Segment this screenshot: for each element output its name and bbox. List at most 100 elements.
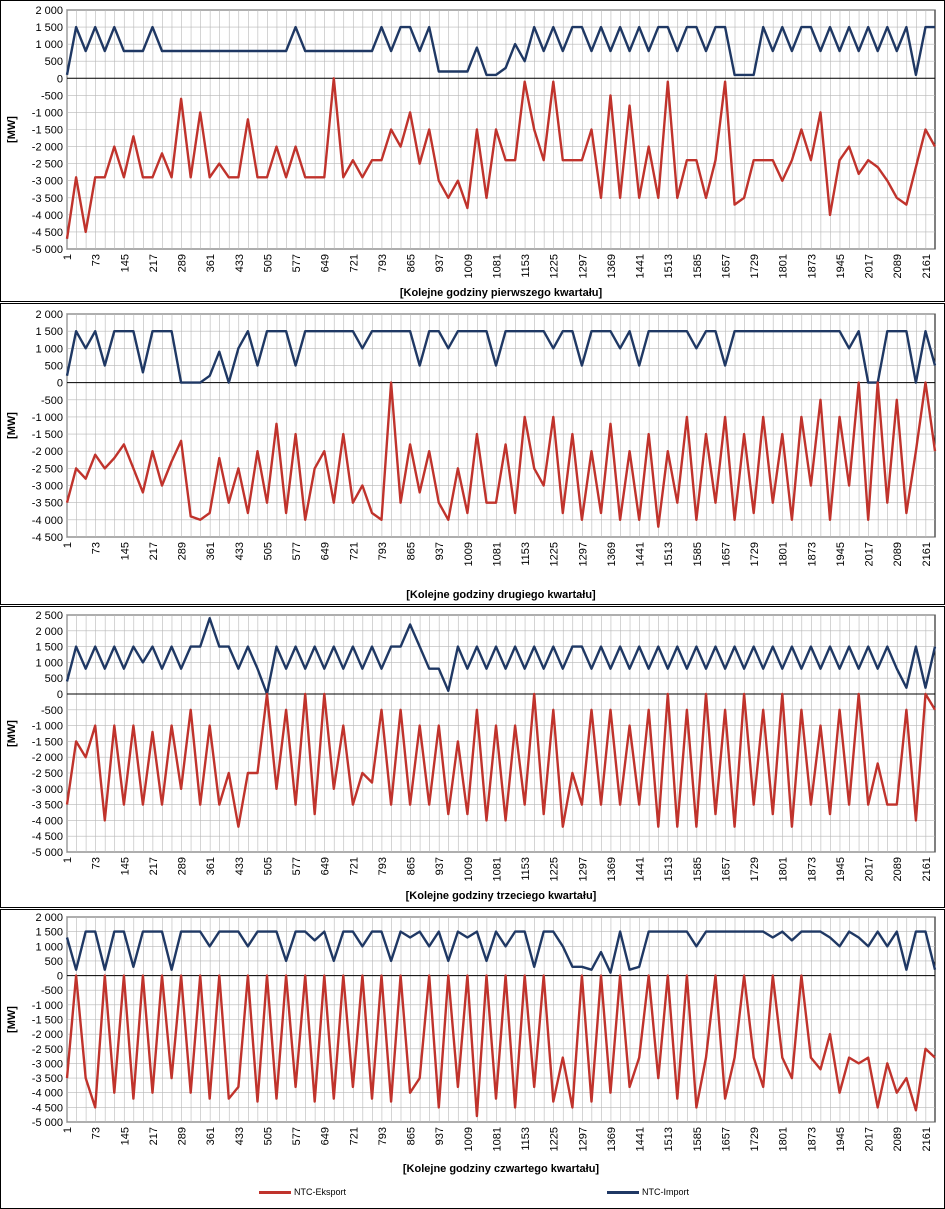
x-tick-label: 1657 (720, 254, 732, 278)
x-tick-label: 1081 (491, 1127, 503, 1151)
y-axis-label: [MW] (6, 1006, 18, 1033)
x-tick-label: 1009 (463, 857, 475, 881)
y-tick-label: -3 500 (32, 1073, 63, 1085)
chart-q1: 2 000 1 500 1 000 500 0 -500 -1 000 -1 500 -2 00… (6, 5, 937, 299)
x-tick-label: 289 (177, 857, 189, 875)
y-tick-label: 1 500 (35, 22, 63, 34)
y-tick-label: -500 (41, 985, 63, 997)
x-tick-label: 1657 (720, 1127, 732, 1151)
x-tick-label: 649 (320, 254, 332, 272)
x-tick-label: 217 (148, 254, 160, 272)
grid-lines (66, 614, 935, 853)
x-tick-label: 937 (434, 542, 446, 560)
y-tick-label: 500 (45, 56, 63, 68)
chart-panel-q2: 2 000 1 500 1 000 500 0 -500 -1 000 -1 500 -2 00… (0, 303, 945, 605)
x-tick-label: 361 (205, 1127, 217, 1145)
x-tick-label: 1369 (606, 1127, 618, 1151)
y-tick-label: -500 (41, 705, 63, 717)
y-tick-label: -1 500 (32, 429, 63, 441)
x-tick-label: 145 (119, 1127, 131, 1145)
legend-item-import: NTC-Import (607, 1185, 689, 1199)
x-tick-label: 433 (234, 542, 246, 560)
x-tick-label: 577 (291, 542, 303, 560)
x-tick-label: 721 (348, 1127, 360, 1145)
y-tick-label: -4 500 (32, 1102, 63, 1114)
x-tick-label: 505 (262, 1127, 274, 1145)
x-tick-label: 1729 (749, 857, 761, 881)
x-tick-label: 1297 (577, 857, 589, 881)
x-tick-label: 937 (434, 1127, 446, 1145)
y-tick-label: -2 000 (32, 142, 63, 154)
y-tick-label: 2 000 (35, 626, 63, 638)
x-tick-label: 73 (91, 542, 103, 554)
x-tick-label: 1297 (577, 1127, 589, 1151)
y-tick-label: -4 000 (32, 515, 63, 527)
x-tick-label: 1225 (549, 857, 561, 881)
x-tick-label: 2017 (864, 1127, 876, 1151)
x-tick-label: 73 (91, 1127, 103, 1139)
legend-swatch-eksport (259, 1190, 291, 1194)
x-tick-label: 937 (434, 254, 446, 272)
y-tick-label: 1 000 (35, 941, 63, 953)
y-tick-label: -3 000 (32, 176, 63, 188)
series-line-ntc-eksport (65, 381, 937, 528)
y-tick-label: -2 500 (32, 768, 63, 780)
y-tick-label: 2 000 (35, 912, 63, 924)
y-tick-label: -4 000 (32, 815, 63, 827)
y-tick-label: 1 500 (35, 927, 63, 939)
y-tick-label: 2 000 (35, 309, 63, 321)
chart-q3: 2 500 2 000 1 500 1 000 500 0 -500 -1 000 -1 500… (6, 610, 937, 902)
y-tick-label: -2 000 (32, 446, 63, 458)
y-tick-label: -500 (41, 90, 63, 102)
chart-q2: 2 000 1 500 1 000 500 0 -500 -1 000 -1 500 -2 00… (6, 309, 937, 601)
x-tick-label: 1585 (692, 1127, 704, 1151)
x-tick-label: 2089 (892, 1127, 904, 1151)
x-tick-label: 1369 (606, 542, 618, 566)
x-tick-label: 649 (320, 542, 332, 560)
x-axis-label: [Kolejne godziny pierwszego kwartału] (400, 287, 603, 299)
y-tick-label: 1 000 (35, 657, 63, 669)
chart-panel-q4: 2 000 1 500 1 000 500 0 -500 -1 000 -1 500 -2 00… (0, 909, 945, 1209)
x-tick-label: 865 (406, 542, 418, 560)
x-axis-label: [Kolejne godziny trzeciego kwartału] (406, 890, 597, 902)
x-tick-label: 2017 (864, 254, 876, 278)
x-tick-label: 2089 (892, 254, 904, 278)
y-tick-label: 0 (57, 378, 63, 390)
y-axis-label: [MW] (6, 720, 18, 747)
x-tick-label: 577 (291, 1127, 303, 1145)
x-tick-label: 1873 (806, 857, 818, 881)
x-tick-label: 1153 (520, 1127, 532, 1151)
x-tick-label: 721 (348, 857, 360, 875)
y-tick-label: -1 500 (32, 125, 63, 137)
x-tick-label: 1 (62, 254, 74, 260)
x-tick-label: 1945 (835, 857, 847, 881)
x-tick-label: 289 (177, 542, 189, 560)
y-tick-label: -1 000 (32, 721, 63, 733)
x-tick-label: 1873 (806, 1127, 818, 1151)
y-tick-label: -2 500 (32, 1044, 63, 1056)
x-tick-label: 1081 (491, 254, 503, 278)
x-tick-label: 289 (177, 254, 189, 272)
x-tick-label: 1729 (749, 1127, 761, 1151)
y-tick-label: 2 500 (35, 610, 63, 622)
x-tick-label: 1585 (692, 254, 704, 278)
y-tick-label: 500 (45, 956, 63, 968)
x-tick-label: 1585 (692, 857, 704, 881)
x-tick-label: 361 (205, 542, 217, 560)
x-tick-label: 1873 (806, 542, 818, 566)
x-tick-label: 1513 (663, 857, 675, 881)
x-tick-label: 1369 (606, 254, 618, 278)
y-tick-label: 500 (45, 673, 63, 685)
y-tick-label: 2 000 (35, 5, 63, 17)
x-tick-label: 1441 (635, 254, 647, 278)
x-tick-label: 2017 (864, 542, 876, 566)
x-tick-label: 1801 (778, 1127, 790, 1151)
x-axis-label: [Kolejne godziny drugiego kwartału] (406, 589, 596, 601)
y-tick-label: -3 000 (32, 784, 63, 796)
x-tick-label: 649 (320, 857, 332, 875)
legend-label-eksport: NTC-Eksport (294, 1187, 347, 1197)
series-line-ntc-eksport (65, 692, 937, 828)
x-tick-label: 433 (234, 857, 246, 875)
x-tick-label: 1513 (663, 1127, 675, 1151)
x-tick-label: 1441 (635, 857, 647, 881)
